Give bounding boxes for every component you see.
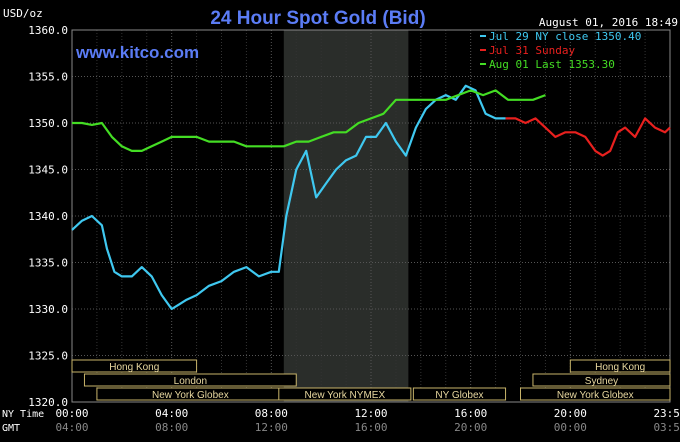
market-sessions: Hong Kong London New York Globex New York N… [71, 359, 671, 401]
session-label: NY Globex [435, 390, 483, 401]
y-tick-label: 1355.0 [28, 71, 68, 84]
session-bar [71, 359, 198, 373]
timestamp: August 01, 2016 18:49 [539, 16, 678, 29]
chart-title: 24 Hour Spot Gold (Bid) [210, 8, 425, 29]
x-tick-label-ny: 08:00 [255, 407, 288, 420]
x-axis-tick-labels: 00:0004:0004:0008:0008:0012:0012:0016:00… [55, 407, 680, 434]
x-tick-label-ny: 00:00 [55, 407, 88, 420]
x-tick-label-gmt: 20:00 [454, 421, 487, 434]
gmt-label: GMT [2, 423, 20, 434]
x-tick-label-ny: 23:59 [653, 407, 680, 420]
session-bar [520, 387, 671, 401]
series-line-3 [72, 89, 546, 152]
y-tick-label: 1350.0 [28, 117, 68, 130]
session-bar [278, 387, 412, 401]
session-label: Sydney [585, 376, 618, 387]
y-tick-label: 1320.0 [28, 396, 68, 409]
ny-time-label: NY Time [2, 409, 44, 420]
x-tick-label-gmt: 00:00 [554, 421, 587, 434]
series-line-1 [71, 84, 506, 311]
legend-entry: Jul 29 NY close 1350.40 [489, 30, 641, 43]
series-lines [71, 84, 671, 311]
x-tick-label-gmt: 16:00 [354, 421, 387, 434]
x-tick-label-ny: 04:00 [155, 407, 188, 420]
session-bar [569, 359, 671, 373]
series-line-2 [505, 117, 671, 157]
y-axis-tick-labels: 1360.0 1355.0 1350.0 1345.0 1340.0 1335.0 1330… [28, 24, 68, 409]
y-tick-label: 1335.0 [28, 257, 68, 270]
plot-frame [71, 29, 671, 403]
session-label: New York Globex [557, 390, 634, 401]
session-bar [412, 387, 507, 401]
y-tick-label: 1325.0 [28, 350, 68, 363]
session-label: New York Globex [152, 390, 229, 401]
x-tick-label-gmt: 08:00 [155, 421, 188, 434]
y-tick-label: 1360.0 [28, 24, 68, 37]
watermark: www.kitco.com [75, 43, 199, 62]
session-label: New York NYMEX [305, 390, 386, 401]
y-tick-label: 1345.0 [28, 164, 68, 177]
legend-entry: Jul 31 Sunday [489, 44, 575, 57]
session-label: London [174, 376, 207, 387]
y-tick-label: 1330.0 [28, 303, 68, 316]
session-bar [83, 373, 297, 387]
legend-entry: Aug 01 Last 1353.30 [489, 58, 615, 71]
x-tick-label-gmt: 12:00 [255, 421, 288, 434]
session-label: Hong Kong [109, 362, 159, 373]
x-tick-label-ny: 12:00 [354, 407, 387, 420]
session-bar [532, 373, 671, 387]
y-tick-label: 1340.0 [28, 210, 68, 223]
y-axis-units-label: USD/oz [3, 7, 43, 20]
x-tick-label-ny: 16:00 [454, 407, 487, 420]
x-tick-label-gmt: 04:00 [55, 421, 88, 434]
x-tick-label-ny: 20:00 [554, 407, 587, 420]
session-label: Hong Kong [595, 362, 645, 373]
x-tick-label-gmt: 03:59 [653, 421, 680, 434]
